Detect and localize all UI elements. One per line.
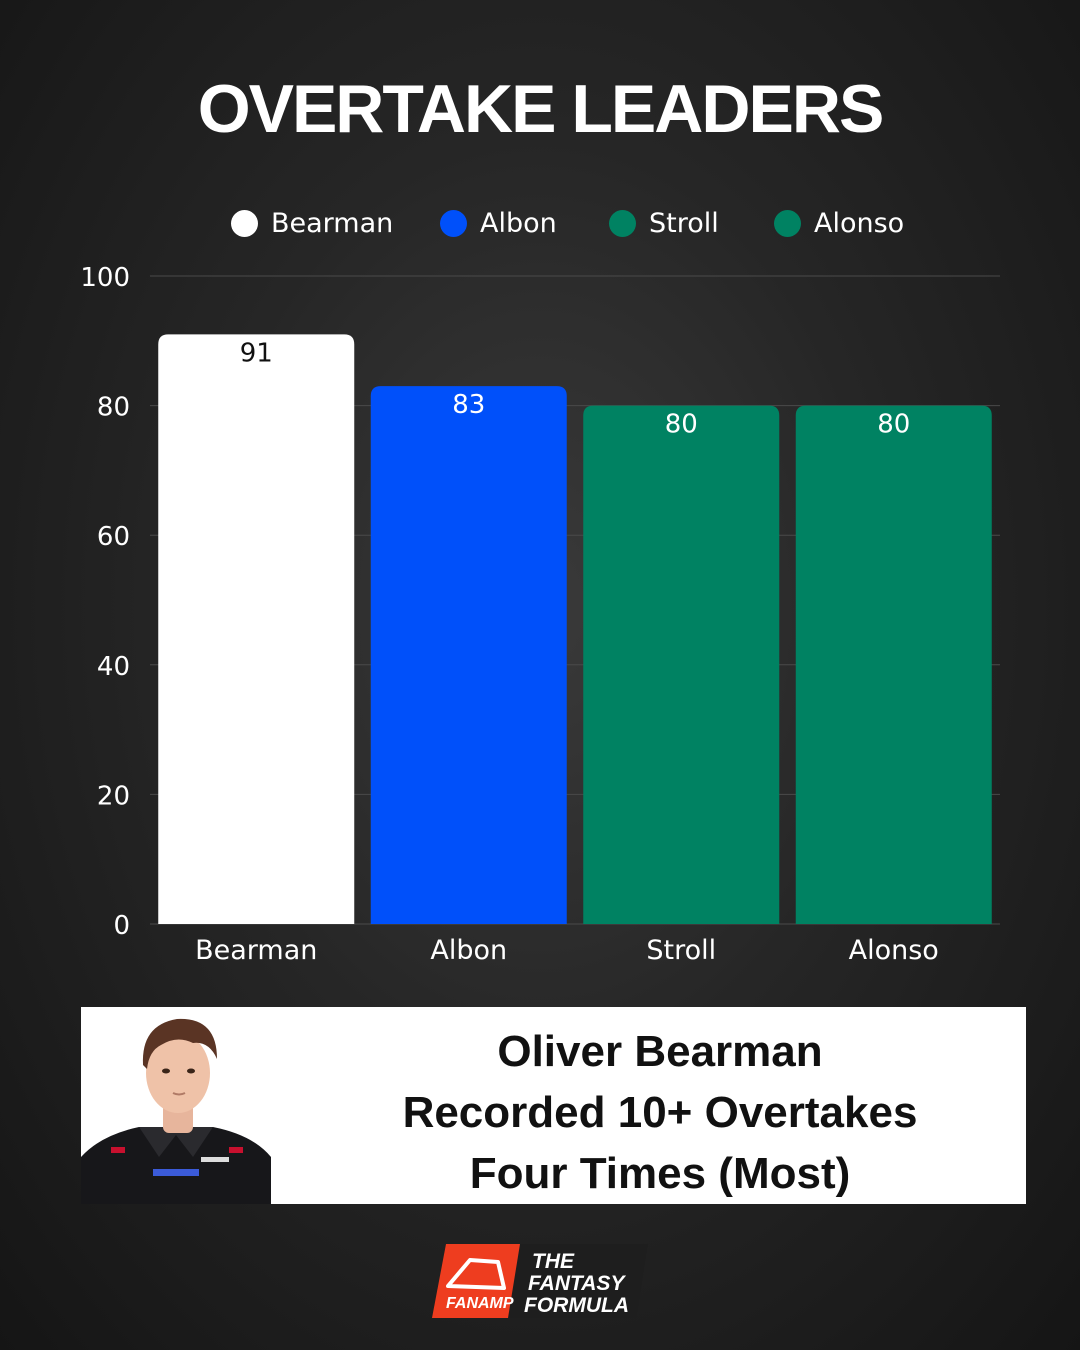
legend-label: Albon (480, 208, 557, 239)
logo-brand-line: FANTASY (528, 1272, 626, 1295)
x-tick-label: Alonso (849, 935, 939, 966)
bar (795, 405, 992, 925)
data-label: 80 (665, 410, 698, 440)
legend-swatch (440, 210, 467, 237)
bar (370, 386, 567, 924)
y-tick-label: 80 (97, 393, 130, 423)
x-tick-label: Bearman (195, 935, 317, 966)
data-label: 80 (877, 410, 910, 440)
data-label: 91 (240, 338, 273, 368)
driver-portrait-icon (81, 1007, 271, 1204)
legend-item-stroll: Stroll (609, 208, 719, 239)
x-tick-label: Albon (430, 935, 507, 966)
logo-brand-left: FANAMP (446, 1295, 514, 1312)
y-tick-label: 40 (97, 652, 130, 682)
legend-swatch (609, 210, 636, 237)
legend-label: Bearman (271, 208, 394, 239)
legend-swatch (231, 210, 258, 237)
page-title: OVERTAKE LEADERS (197, 71, 885, 147)
y-tick-label: 0 (113, 911, 130, 941)
legend-item-bearman: Bearman (231, 208, 393, 239)
legend-item-alonso: Alonso (774, 208, 904, 239)
legend-label: Alonso (814, 208, 905, 239)
y-tick-label: 20 (97, 781, 130, 811)
logo-brand-line: THE (532, 1250, 575, 1273)
bar-chart: 0 20 40 60 80 100 91 Bearman 83 Albon 80 Stroll 80 Al… (80, 263, 1000, 966)
legend-label: Stroll (649, 208, 719, 239)
data-label: 83 (452, 390, 485, 420)
legend-item-albon: Albon (440, 208, 557, 239)
x-tick-label: Stroll (646, 935, 716, 966)
bar (583, 405, 780, 925)
legend-swatch (774, 210, 801, 237)
y-tick-label: 100 (80, 263, 130, 293)
callout-box: Oliver Bearman Recorded 10+ Overtakes Fo… (81, 1007, 1026, 1204)
logo-brand-line: FORMULA (524, 1294, 629, 1317)
fanamp-logo-icon: FANAMP THE FANTASY FORMULA (432, 1244, 648, 1318)
bar (158, 334, 355, 924)
callout-line: Four Times (Most) (469, 1149, 851, 1198)
callout-text: Oliver Bearman Recorded 10+ Overtakes Fo… (377, 1021, 943, 1204)
callout-line: Oliver Bearman (497, 1027, 823, 1076)
callout-line: Recorded 10+ Overtakes (402, 1088, 918, 1137)
y-tick-label: 60 (97, 522, 130, 552)
